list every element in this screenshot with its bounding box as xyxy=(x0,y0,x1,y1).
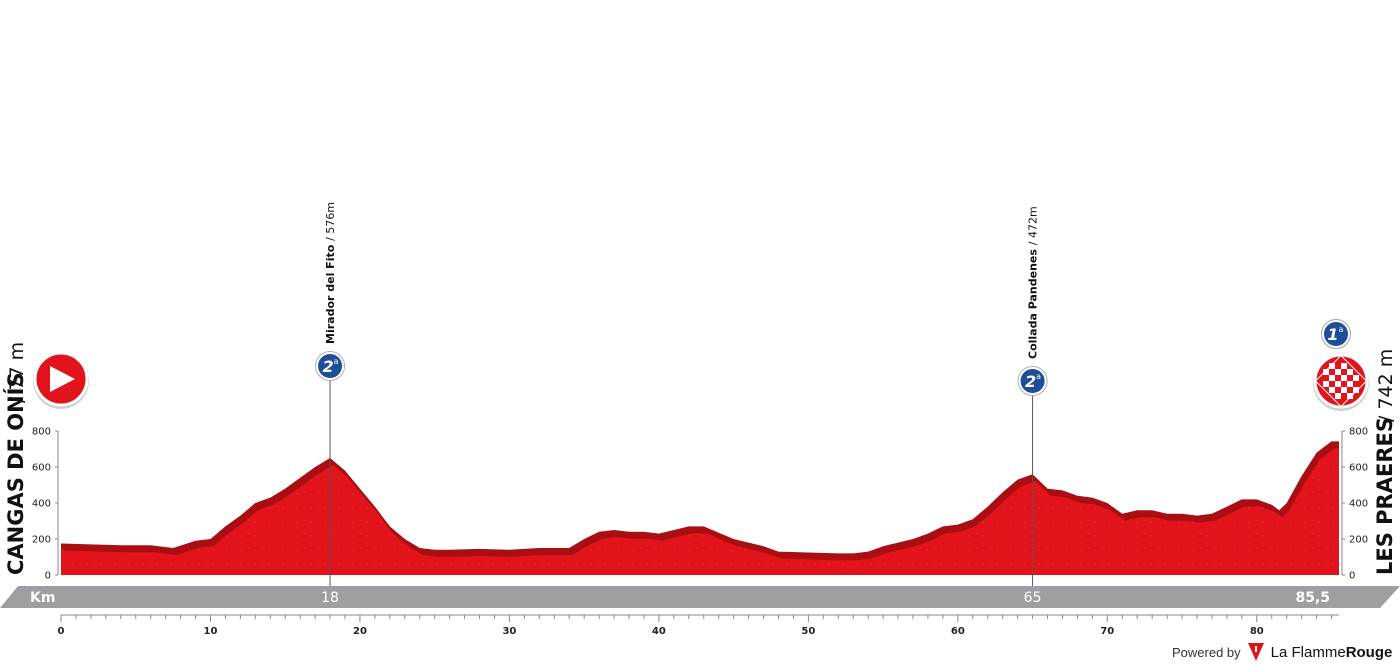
finish-altitude-label: / 742 m xyxy=(1375,349,1397,422)
footer-branding: Powered by La FlammeRouge xyxy=(1172,642,1392,662)
distance-band: Km 18 65 85,5 xyxy=(0,586,1400,608)
climb-category-suffix: a xyxy=(1036,372,1041,381)
y-tick-label-right: 400 xyxy=(1349,499,1368,510)
climb-distance-label: 18 xyxy=(321,590,339,606)
brand-name-bold: Rouge xyxy=(1345,643,1393,661)
climb-marker: 2 a Mirador del Fito / 576m xyxy=(315,202,346,586)
finish-checkered-flag-icon xyxy=(1313,353,1369,411)
y-tick-label-right: 0 xyxy=(1349,571,1355,582)
climb-name: Collada Pandenes xyxy=(1027,245,1040,359)
climb-category-number: 2 xyxy=(322,357,333,376)
x-tick-label: 10 xyxy=(204,626,218,637)
y-tick-label-right: 600 xyxy=(1349,463,1368,474)
x-tick-label: 60 xyxy=(951,626,965,637)
profile-texture xyxy=(61,448,1342,575)
distance-axis-label: Km xyxy=(30,590,55,606)
y-axis-left: 0 200 400 600 800 xyxy=(32,427,59,582)
climb-altitude: / 472m xyxy=(1027,206,1040,245)
x-tick-label: 0 xyxy=(58,626,65,637)
y-tick-label-left: 400 xyxy=(32,499,51,510)
finish-town-label: LES PRAERES xyxy=(1373,417,1397,575)
finish-category-suffix: a xyxy=(1339,325,1344,334)
x-tick-label: 20 xyxy=(353,626,367,637)
powered-by-label: Powered by xyxy=(1172,644,1241,660)
start-flag-icon xyxy=(33,351,89,409)
x-tick-label: 50 xyxy=(801,626,815,637)
y-tick-label-right: 200 xyxy=(1349,535,1368,546)
x-tick-label: 80 xyxy=(1250,626,1264,637)
y-tick-label-left: 0 xyxy=(45,571,51,582)
climb-altitude: / 576m xyxy=(324,202,337,241)
x-tick-label: 40 xyxy=(652,626,666,637)
y-tick-label-right: 800 xyxy=(1349,427,1368,438)
climb-label: Mirador del Fito / 576m xyxy=(324,202,337,344)
finish-category-badge: 1 a xyxy=(1321,319,1351,349)
start-altitude-label: / 77 m xyxy=(6,342,28,403)
y-tick-label-left: 200 xyxy=(32,535,51,546)
climb-category-badge xyxy=(316,352,345,380)
y-tick-label-left: 600 xyxy=(32,463,51,474)
brand-name-regular: La Flamme xyxy=(1270,643,1346,661)
climb-distance-label: 65 xyxy=(1024,590,1042,606)
climb-marker: 2 a Collada Pandenes / 472m xyxy=(1017,206,1048,586)
flamme-rouge-logo-icon xyxy=(1247,643,1264,661)
climb-category-number: 2 xyxy=(1025,372,1036,391)
elevation-profile xyxy=(61,441,1342,575)
x-axis: 0 10 20 30 40 50 60 70 80 xyxy=(58,614,1339,637)
climb-name: Mirador del Fito xyxy=(324,241,337,344)
finish-category-number: 1 xyxy=(1327,325,1338,344)
x-tick-label: 70 xyxy=(1100,626,1114,637)
finish-distance-label: 85,5 xyxy=(1295,590,1330,606)
climb-category-suffix: a xyxy=(334,357,339,366)
climb-category-badge xyxy=(1018,367,1047,395)
start-town-label: CANGAS DE ONÍS xyxy=(3,372,28,575)
y-axis-right: 0 200 400 600 800 xyxy=(1341,427,1368,582)
x-tick-label: 30 xyxy=(502,626,516,637)
y-tick-label-left: 800 xyxy=(32,427,51,438)
brand-name: La FlammeRouge xyxy=(1271,644,1393,661)
climb-label: Collada Pandenes / 472m xyxy=(1027,206,1040,359)
